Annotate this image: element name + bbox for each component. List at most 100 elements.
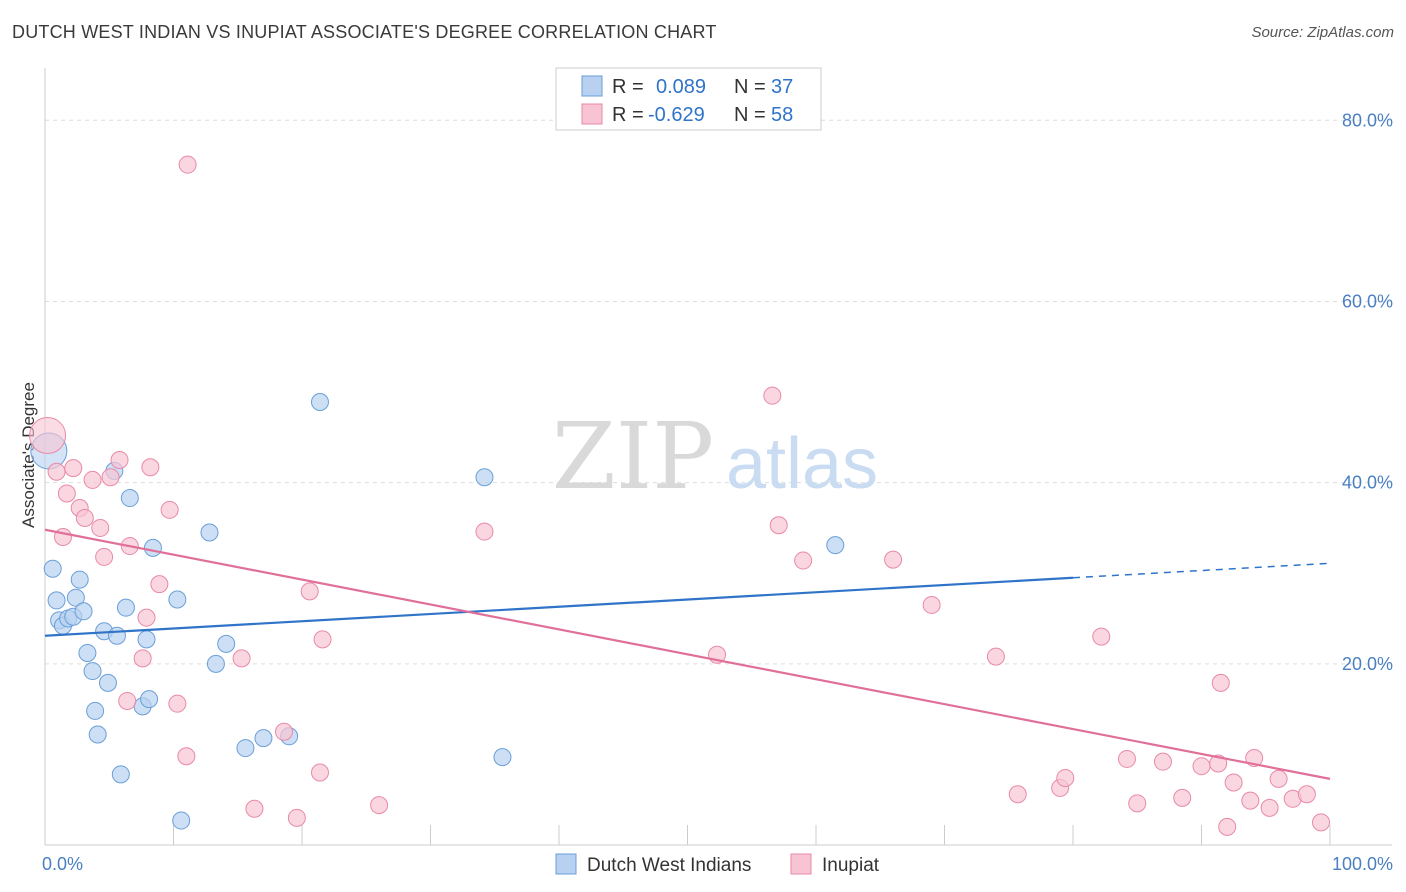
point-inupiat-36 (922, 595, 941, 614)
trend-line-extension-dutch-west-indians (1072, 562, 1331, 579)
point-dutch-west-indians-8 (70, 570, 89, 589)
point-dutch-west-indians-13 (88, 725, 107, 744)
point-inupiat-40 (1056, 768, 1075, 787)
point-dutch-west-indians-34 (493, 748, 512, 767)
point-inupiat-0 (29, 417, 67, 455)
point-dutch-west-indians-28 (217, 634, 236, 653)
trend-line-dutch-west-indians (44, 576, 1074, 637)
point-inupiat-3 (57, 484, 76, 503)
y-tick-labels: 20.0% 40.0% 60.0% 80.0% (1342, 110, 1393, 674)
point-dutch-west-indians-32 (310, 393, 329, 412)
point-dutch-west-indians-10 (78, 643, 97, 662)
point-inupiat-21 (178, 155, 197, 174)
point-inupiat-56 (1297, 785, 1316, 804)
point-inupiat-32 (763, 386, 782, 405)
point-inupiat-30 (475, 522, 494, 541)
point-inupiat-37 (986, 647, 1005, 666)
point-dutch-west-indians-17 (111, 765, 130, 784)
y-tick-label-0: 20.0% (1342, 654, 1393, 674)
point-inupiat-23 (245, 799, 264, 818)
point-inupiat-34 (794, 551, 813, 570)
point-inupiat-6 (75, 508, 94, 527)
point-inupiat-9 (95, 547, 114, 566)
point-inupiat-53 (1260, 798, 1279, 817)
point-dutch-west-indians-35 (826, 536, 845, 555)
point-dutch-west-indians-24 (168, 590, 187, 609)
point-inupiat-24 (275, 722, 294, 741)
point-dutch-west-indians-19 (120, 489, 139, 508)
legend-r-value-1: 0.089 (656, 76, 706, 98)
point-inupiat-19 (168, 694, 187, 713)
point-inupiat-42 (1117, 749, 1136, 768)
point-dutch-west-indians-15 (98, 673, 117, 692)
point-dutch-west-indians-9 (74, 602, 93, 621)
point-inupiat-16 (141, 458, 160, 477)
point-inupiat-38 (1008, 785, 1027, 804)
point-inupiat-10 (101, 468, 120, 487)
series-legend-label-dutch-west-indians: Dutch West Indians (587, 855, 751, 876)
point-inupiat-46 (1192, 757, 1211, 776)
x-tick-labels: 0.0% 100.0% (42, 854, 1393, 874)
series-legend-label-inupiat: Inupiat (822, 855, 880, 876)
point-inupiat-33 (769, 516, 788, 535)
point-inupiat-18 (160, 500, 179, 519)
legend-r-label-1: R = (612, 76, 644, 98)
watermark-zip: ZIP (552, 403, 714, 510)
point-inupiat-15 (137, 608, 156, 627)
point-dutch-west-indians-30 (254, 729, 273, 748)
point-inupiat-49 (1218, 817, 1237, 836)
series-legend-swatch-dutch-west-indians (555, 853, 577, 875)
point-inupiat-35 (884, 550, 903, 569)
point-inupiat-26 (300, 582, 319, 601)
point-inupiat-47 (1209, 754, 1228, 773)
data-points (29, 155, 1331, 836)
point-inupiat-50 (1224, 773, 1243, 792)
stats-legend: R = 0.089 N = 37 R = -0.629 N = 58 (555, 67, 822, 131)
point-inupiat-20 (177, 747, 196, 766)
point-dutch-west-indians-18 (116, 598, 135, 617)
point-dutch-west-indians-7 (66, 588, 85, 607)
x-tick-label-1: 100.0% (1332, 854, 1393, 874)
point-inupiat-7 (83, 470, 102, 489)
trend-lines (44, 528, 1331, 780)
legend-r-label-2: R = (612, 104, 644, 126)
point-dutch-west-indians-22 (140, 690, 159, 709)
source-label: Source: ZipAtlas.com (1251, 24, 1394, 41)
legend-r-value-2: -0.629 (648, 104, 705, 126)
watermark-atlas: atlas (726, 424, 878, 504)
point-dutch-west-indians-33 (475, 468, 494, 487)
point-inupiat-45 (1173, 788, 1192, 807)
point-dutch-west-indians-12 (86, 701, 105, 720)
legend-n-value-2: 58 (771, 104, 793, 126)
point-inupiat-41 (1092, 627, 1111, 646)
point-inupiat-17 (150, 575, 169, 594)
grid-lines (45, 119, 1392, 665)
axes (44, 68, 1392, 846)
point-inupiat-43 (1128, 794, 1147, 813)
point-dutch-west-indians-2 (47, 591, 66, 610)
point-inupiat-12 (118, 691, 137, 710)
point-dutch-west-indians-29 (236, 739, 255, 758)
point-inupiat-29 (370, 796, 389, 815)
point-dutch-west-indians-23 (143, 538, 162, 557)
y-tick-label-2: 60.0% (1342, 291, 1393, 311)
point-inupiat-51 (1241, 791, 1260, 810)
point-inupiat-54 (1269, 769, 1288, 788)
point-inupiat-27 (310, 763, 329, 782)
point-inupiat-48 (1211, 673, 1230, 692)
point-inupiat-28 (313, 630, 332, 649)
y-axis-label: Associate's Degree (19, 382, 38, 528)
watermark: ZIP atlas (552, 403, 878, 510)
legend-n-label-2: N = (734, 104, 766, 126)
y-tick-label-1: 40.0% (1342, 473, 1393, 493)
point-dutch-west-indians-11 (83, 662, 102, 681)
legend-n-value-1: 37 (771, 76, 793, 98)
point-dutch-west-indians-16 (107, 626, 126, 645)
trend-line-inupiat (44, 528, 1331, 780)
point-dutch-west-indians-25 (172, 811, 191, 830)
point-inupiat-22 (232, 649, 251, 668)
point-inupiat-14 (133, 649, 152, 668)
point-dutch-west-indians-26 (200, 523, 219, 542)
series-legend: Dutch West Indians Inupiat (555, 853, 880, 876)
